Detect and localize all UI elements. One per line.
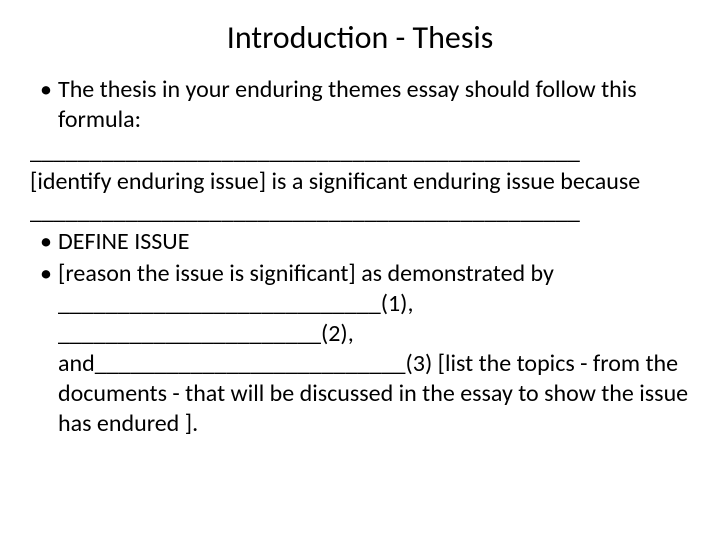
demo-line-1: ___________________________(1), bbox=[58, 289, 690, 319]
bullet-list: The thesis in your enduring themes essay… bbox=[30, 75, 690, 439]
slide-content: The thesis in your enduring themes essay… bbox=[30, 75, 690, 439]
bullet-item-3: [reason the issue is significant] as dem… bbox=[58, 259, 690, 439]
blank-line-2: ________________________________________… bbox=[30, 197, 690, 227]
blank-line-1: ________________________________________… bbox=[30, 137, 690, 167]
identify-text: [identify enduring issue] is a significa… bbox=[30, 167, 690, 197]
demo-line-3: and__________________________(3) [list t… bbox=[58, 349, 690, 439]
demo-line-2: ______________________(2), bbox=[58, 319, 690, 349]
slide-title: Introduction - Thesis bbox=[30, 18, 690, 57]
slide: Introduction - Thesis The thesis in your… bbox=[0, 0, 720, 461]
bullet-item-2: DEFINE ISSUE bbox=[58, 227, 690, 257]
bullet-3-lead: [reason the issue is significant] as dem… bbox=[58, 259, 554, 288]
bullet-item-1: The thesis in your enduring themes essay… bbox=[58, 75, 690, 135]
